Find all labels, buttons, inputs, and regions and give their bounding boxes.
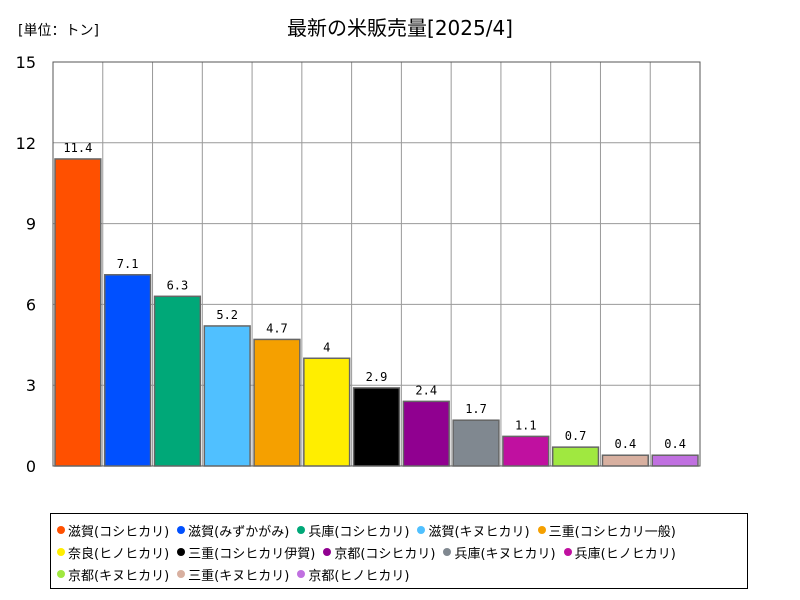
y-tick-label: 9	[26, 215, 36, 234]
legend-item: 兵庫(コシヒカリ)	[297, 521, 409, 540]
legend-swatch	[57, 570, 65, 578]
legend-swatch	[417, 526, 426, 534]
legend-label: 滋賀(コシヒカリ)	[68, 524, 170, 540]
bar	[203, 325, 251, 467]
legend-swatch	[57, 526, 65, 534]
legend-label: 兵庫(キヌヒカリ)	[454, 546, 556, 562]
bar-value-label: 2.4	[415, 383, 437, 397]
bar-value-label: 6.3	[167, 278, 189, 292]
legend-item: 京都(コシヒカリ)	[323, 543, 435, 562]
bar	[253, 338, 301, 467]
bar-value-label: 0.7	[565, 429, 587, 443]
bar-value-label: 0.4	[615, 437, 637, 451]
bar-value-label: 1.7	[465, 402, 487, 416]
bar	[651, 454, 699, 467]
legend-label: 滋賀(キヌヒカリ)	[428, 524, 530, 540]
legend-label: 兵庫(コシヒカリ)	[308, 524, 410, 540]
chart-title: 最新の米販売量[2025/4]	[287, 16, 513, 40]
legend-swatch	[443, 548, 452, 556]
legend-swatch	[297, 526, 306, 534]
legend-item: 滋賀(コシヒカリ)	[57, 521, 169, 540]
legend-label: 三重(キヌヒカリ)	[188, 568, 290, 584]
y-tick-label: 3	[26, 376, 36, 395]
legend-swatch	[563, 548, 572, 556]
legend-swatch	[537, 526, 546, 534]
legend-item: 三重(コシヒカリ伊賀)	[177, 543, 315, 562]
bar	[452, 419, 500, 467]
bar-value-label: 4	[323, 340, 330, 354]
y-tick-label: 12	[16, 134, 36, 153]
legend-label: 京都(コシヒカリ)	[334, 546, 436, 562]
bar-value-label: 1.1	[515, 418, 537, 432]
legend-swatch	[297, 570, 306, 578]
legend-swatch	[177, 570, 186, 578]
legend-label: 兵庫(ヒノヒカリ)	[574, 546, 676, 562]
legend-item: 滋賀(キヌヒカリ)	[417, 521, 530, 540]
legend-swatch	[177, 548, 186, 556]
bar-value-label: 0.4	[664, 437, 686, 451]
bar	[104, 274, 152, 467]
legend-item: 三重(コシヒカリ一般)	[537, 521, 676, 540]
legend-label: 京都(キヌヒカリ)	[68, 568, 170, 584]
legend-label: 三重(コシヒカリ一般)	[548, 524, 676, 540]
bar	[303, 357, 351, 467]
y-tick-label: 15	[16, 53, 36, 72]
legend-item: 京都(キヌヒカリ)	[57, 565, 169, 584]
chart-legend: 滋賀(コシヒカリ) 滋賀(みずかがみ) 兵庫(コシヒカリ) 滋賀(キヌヒカリ) 三重(コ…	[50, 513, 748, 589]
bar	[352, 387, 401, 467]
legend-swatch	[177, 526, 186, 534]
bar	[402, 400, 450, 467]
legend-row: 滋賀(コシヒカリ) 滋賀(みずかがみ) 兵庫(コシヒカリ) 滋賀(キヌヒカリ) 三重(コ…	[57, 519, 747, 541]
legend-label: 滋賀(みずかがみ)	[188, 524, 290, 540]
legend-item: 奈良(ヒノヒカリ)	[57, 543, 169, 562]
bar-value-label: 11.4	[63, 141, 92, 155]
legend-row: 京都(キヌヒカリ) 三重(キヌヒカリ) 京都(ヒノヒカリ)	[57, 563, 747, 585]
legend-item: 京都(ヒノヒカリ)	[297, 565, 409, 584]
legend-swatch	[323, 548, 332, 556]
legend-item: 滋賀(みずかがみ)	[177, 521, 289, 540]
bar-value-label: 4.7	[266, 321, 288, 335]
bar	[54, 158, 102, 467]
bar-value-label: 7.1	[117, 257, 139, 271]
legend-item: 兵庫(ヒノヒカリ)	[563, 543, 676, 562]
bar	[153, 295, 202, 467]
legend-item: 兵庫(キヌヒカリ)	[443, 543, 556, 562]
bar-value-label: 5.2	[216, 308, 238, 322]
y-tick-label: 0	[26, 457, 36, 476]
bar	[551, 446, 600, 467]
bar	[502, 435, 550, 467]
legend-label: 京都(ヒノヒカリ)	[308, 568, 410, 584]
legend-item: 三重(キヌヒカリ)	[177, 565, 289, 584]
legend-swatch	[57, 548, 65, 556]
legend-label: 三重(コシヒカリ伊賀)	[188, 546, 316, 562]
unit-label: [単位：トン]	[18, 23, 99, 39]
y-tick-label: 6	[26, 295, 36, 314]
bar	[601, 454, 649, 467]
legend-row: 奈良(ヒノヒカリ) 三重(コシヒカリ伊賀) 京都(コシヒカリ) 兵庫(キヌヒカリ) 兵庫…	[57, 541, 747, 563]
legend-label: 奈良(ヒノヒカリ)	[68, 546, 170, 562]
bar-value-label: 2.9	[366, 370, 388, 384]
